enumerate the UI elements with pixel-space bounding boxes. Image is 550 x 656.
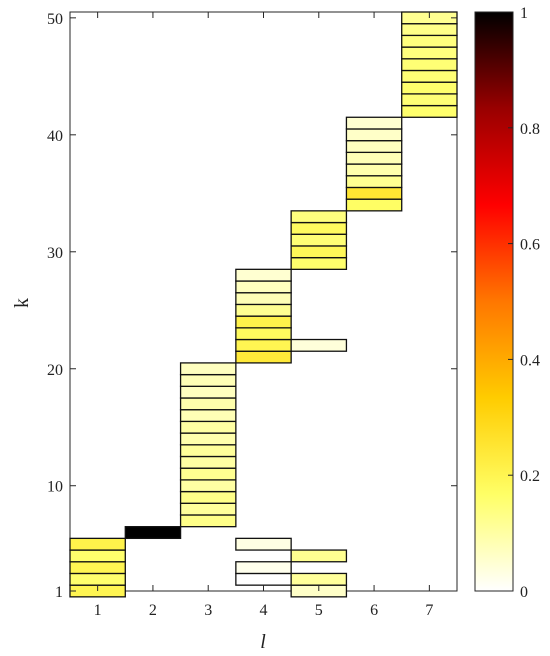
heatmap-cell	[235, 303, 292, 317]
y-axis-ticks: 1 10 20 30 40 50	[47, 11, 457, 601]
heatmap-cell	[401, 104, 458, 118]
colorbar-gradient	[474, 11, 514, 592]
heatmap-cell	[179, 432, 237, 446]
heatmap-cell	[345, 175, 403, 189]
colorbar-tick-label: 1	[520, 5, 528, 22]
heatmap-cell	[69, 549, 126, 563]
x-tick-label: 7	[425, 602, 433, 619]
heatmap-cell	[235, 338, 292, 352]
heatmap-cell	[179, 467, 237, 481]
colorbar-tick-label: 0.8	[520, 121, 540, 138]
heatmap-cell	[401, 93, 458, 107]
heatmap-cell	[235, 327, 292, 341]
heatmap-cell	[235, 561, 292, 575]
colorbar-tick-label: 0.6	[520, 237, 540, 254]
heatmap-cell	[179, 397, 237, 411]
heatmap-cell	[290, 210, 348, 224]
colorbar-tick-label: 0	[520, 584, 528, 601]
heatmap-cell	[345, 128, 403, 142]
heatmap-cell	[401, 81, 458, 95]
heatmap-cell	[345, 151, 403, 165]
heatmap-cell	[179, 514, 237, 528]
x-axis-label: l	[260, 631, 266, 653]
heatmap-cell	[401, 69, 458, 83]
heatmap-cell	[124, 526, 182, 540]
heatmap-cell	[235, 572, 292, 586]
cell-group	[69, 11, 458, 598]
heatmap-cell	[179, 373, 237, 387]
y-tick-label: 20	[47, 362, 63, 379]
x-tick-label: 3	[204, 602, 212, 619]
colorbar-ticks: 0 0.2 0.4 0.6 0.8 1	[508, 5, 540, 601]
heatmap-cell	[179, 479, 237, 493]
heatmap-cell	[69, 572, 126, 586]
heatmap-cell	[179, 420, 237, 434]
heatmap-cell	[401, 58, 458, 72]
heatmap-cell	[69, 537, 126, 551]
heatmap-cell	[290, 338, 348, 352]
x-tick-label: 4	[260, 602, 268, 619]
heatmap-cell	[69, 561, 126, 575]
heatmap-cell	[179, 444, 237, 458]
x-axis-ticks: 1 2 3 4 5 6 7	[94, 12, 433, 619]
y-axis-label: k	[11, 298, 33, 308]
colorbar: 0 0.2 0.4 0.6 0.8 1	[474, 5, 540, 601]
heatmap-cell	[179, 409, 237, 423]
heatmap-cell	[401, 34, 458, 48]
heatmap-cell	[290, 245, 348, 259]
heatmap-cell	[290, 256, 348, 270]
y-tick-label: 10	[47, 479, 63, 496]
heatmap-cell	[345, 140, 403, 154]
x-tick-label: 1	[94, 602, 102, 619]
y-tick-label: 30	[47, 245, 63, 262]
heatmap-cell	[235, 315, 292, 329]
y-tick-label: 50	[47, 11, 63, 28]
plot-area: 1 2 3 4 5 6 7 1 10 20 30 40 50	[47, 11, 458, 619]
heatmap-cell	[179, 502, 237, 516]
heatmap-cell	[290, 233, 348, 247]
heatmap-cell	[401, 46, 458, 60]
y-tick-label: 1	[55, 584, 63, 601]
heatmap-cell	[345, 116, 403, 130]
x-tick-label: 6	[370, 602, 378, 619]
heatmap-cell	[179, 490, 237, 504]
heatmap-cell	[235, 280, 292, 294]
x-tick-label: 5	[315, 602, 323, 619]
heatmap-cell	[179, 362, 237, 376]
colorbar-tick-label: 0.2	[520, 468, 540, 485]
heatmap-cell	[401, 23, 458, 37]
heatmap-cell	[290, 572, 348, 586]
heatmap-cell	[345, 198, 403, 212]
heatmap-cell	[179, 385, 237, 399]
x-tick-label: 2	[149, 602, 157, 619]
heatmap-cell	[290, 221, 348, 235]
heatmap-cell	[345, 163, 403, 177]
heatmap-cell	[235, 292, 292, 306]
y-tick-label: 40	[47, 128, 63, 145]
heatmap-cell	[235, 350, 292, 364]
heatmap-cell	[179, 455, 237, 469]
colorbar-tick-label: 0.4	[520, 352, 540, 369]
heatmap-cell	[235, 268, 292, 282]
heatmap-cell	[235, 537, 292, 551]
heatmap-cell	[345, 186, 403, 200]
heatmap-cell	[290, 549, 348, 563]
